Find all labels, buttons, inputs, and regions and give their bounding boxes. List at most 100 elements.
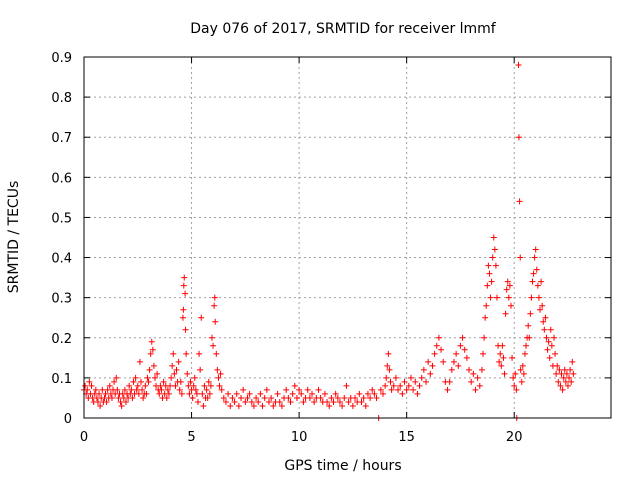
data-point	[520, 370, 527, 377]
data-point	[133, 386, 140, 393]
data-point	[501, 370, 508, 377]
data-point	[287, 398, 294, 405]
data-point	[197, 366, 204, 373]
data-point	[431, 350, 438, 357]
y-tick-label: 0.5	[51, 211, 72, 226]
data-point	[233, 390, 240, 397]
data-point	[414, 390, 421, 397]
data-point	[114, 386, 121, 393]
data-point	[212, 318, 219, 325]
data-point	[382, 382, 389, 389]
axis-ticks	[83, 56, 611, 419]
data-point	[195, 398, 202, 405]
data-point	[330, 398, 337, 405]
data-point	[148, 338, 155, 345]
data-point	[129, 394, 136, 401]
data-point	[526, 334, 533, 341]
data-point	[227, 402, 234, 409]
x-tick-label: 10	[291, 430, 308, 445]
data-point	[397, 382, 404, 389]
data-point	[453, 350, 460, 357]
data-point	[291, 382, 298, 389]
data-point	[504, 278, 511, 285]
data-point	[486, 270, 493, 277]
data-point	[332, 390, 339, 397]
data-point	[334, 394, 341, 401]
data-point	[491, 246, 498, 253]
data-point	[182, 326, 189, 333]
data-point	[542, 314, 549, 321]
data-point	[444, 386, 451, 393]
data-point	[480, 350, 487, 357]
x-tick-label: 5	[187, 430, 195, 445]
data-point	[534, 282, 541, 289]
data-point	[420, 366, 427, 373]
data-point	[502, 310, 509, 317]
data-point	[242, 398, 249, 405]
data-point	[201, 382, 208, 389]
data-point	[211, 302, 218, 309]
data-point	[540, 318, 547, 325]
data-point	[94, 398, 101, 405]
data-point	[257, 390, 264, 397]
data-point	[240, 386, 247, 393]
data-point	[196, 350, 203, 357]
data-point	[352, 394, 359, 401]
data-point	[97, 402, 104, 409]
data-point	[181, 274, 188, 281]
data-point	[276, 398, 283, 405]
data-point	[140, 394, 147, 401]
data-point	[147, 350, 154, 357]
data-point	[478, 366, 485, 373]
data-point	[238, 394, 245, 401]
data-point	[538, 278, 545, 285]
data-point	[198, 314, 205, 321]
data-point	[521, 350, 528, 357]
data-point	[128, 386, 135, 393]
data-point	[457, 342, 464, 349]
data-point	[207, 382, 214, 389]
data-point	[488, 278, 495, 285]
data-point	[459, 334, 466, 341]
data-point	[345, 398, 352, 405]
data-point	[568, 378, 575, 385]
data-point	[384, 362, 391, 369]
data-point	[326, 402, 333, 409]
data-point	[527, 310, 534, 317]
y-axis-title: SRMTID / TECUs	[6, 181, 22, 294]
data-point	[535, 294, 542, 301]
data-point	[485, 262, 492, 269]
data-point	[321, 390, 328, 397]
data-point	[134, 382, 141, 389]
y-tick-label: 0	[64, 412, 72, 427]
data-point	[130, 378, 137, 385]
data-point	[136, 358, 143, 365]
data-point	[169, 362, 176, 369]
data-point	[496, 358, 503, 365]
data-point	[343, 382, 350, 389]
data-point	[261, 394, 268, 401]
data-point	[489, 254, 496, 261]
data-point	[143, 390, 150, 397]
data-point	[553, 370, 560, 377]
data-point	[180, 306, 187, 313]
data-point	[518, 378, 525, 385]
data-point	[435, 334, 442, 341]
data-point	[511, 382, 518, 389]
data-point	[138, 378, 145, 385]
data-point	[561, 366, 568, 373]
data-point	[356, 390, 363, 397]
data-point	[405, 382, 412, 389]
data-point	[104, 386, 111, 393]
data-point	[145, 378, 152, 385]
data-point	[499, 342, 506, 349]
data-point	[470, 370, 477, 377]
data-point	[519, 362, 526, 369]
data-point	[377, 386, 384, 393]
data-point	[569, 358, 576, 365]
y-tick-label: 0.8	[51, 91, 72, 106]
data-point	[416, 382, 423, 389]
data-point	[253, 394, 260, 401]
data-point	[183, 350, 190, 357]
data-point	[108, 394, 115, 401]
